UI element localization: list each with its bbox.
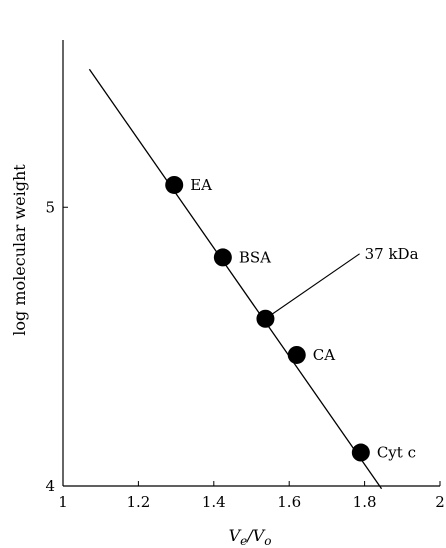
x-axis-title: Ve/Vo: [229, 526, 272, 548]
x-tick-label: 2: [435, 493, 445, 511]
data-point-label: Cyt c: [377, 444, 416, 462]
data-point-label: EA: [190, 176, 212, 194]
x-tick-label: 1: [58, 493, 68, 511]
x-tick-label: 1.4: [202, 493, 226, 511]
x-tick-label: 1.8: [353, 493, 377, 511]
x-axis-title-sub-e: e: [240, 534, 247, 548]
annotation-leader-line: [265, 253, 360, 320]
x-axis-title-mid: /V: [245, 526, 265, 545]
point-labels-layer: EA BSA CA Cyt c: [190, 176, 416, 462]
annotation-label: 37 kDa: [365, 245, 419, 263]
y-tick-label: 4: [45, 477, 55, 495]
data-point: [165, 175, 184, 194]
x-axis-title-v: V: [229, 526, 242, 545]
y-axis-title: log molecular weight: [10, 164, 29, 336]
data-point-label: BSA: [239, 248, 271, 266]
points-layer: [165, 175, 370, 462]
x-axis-title-sub-o: o: [264, 534, 271, 548]
annotation-layer: 37 kDa: [265, 245, 419, 320]
data-point: [351, 443, 370, 462]
y-tick-label: 5: [45, 198, 55, 216]
x-tick-label: 1.6: [277, 493, 301, 511]
data-point: [287, 345, 306, 364]
x-tick-label: 1.2: [126, 493, 150, 511]
data-point: [256, 309, 275, 328]
fit-line: [88, 68, 383, 490]
data-point: [213, 248, 232, 267]
axes: 1 1.2 1.4 1.6 1.8 2 4 5: [45, 40, 445, 511]
fit-line-layer: [88, 68, 383, 490]
data-point-label: CA: [313, 346, 335, 364]
